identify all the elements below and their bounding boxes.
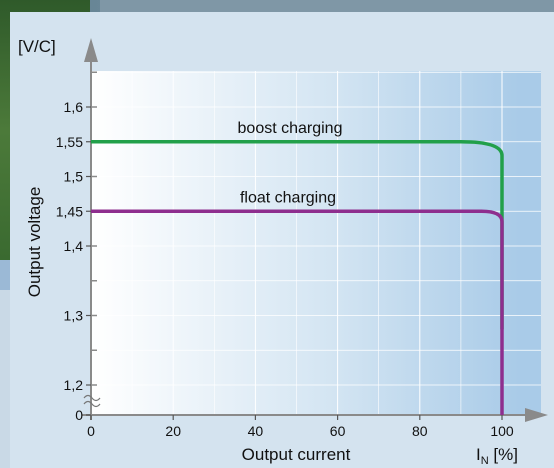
y-tick-label: 1,4 (64, 238, 84, 254)
x-tick-label: 20 (165, 423, 181, 439)
x-tick-label: 100 (490, 423, 514, 439)
axes (82, 38, 548, 422)
axis-break-mark (83, 394, 101, 402)
y-axis-arrow (84, 38, 98, 62)
x-unit-label: IN [%] (476, 445, 518, 467)
x-axis-arrow (525, 408, 548, 422)
labels-group: 0 1,2 1,3 1,4 1,45 1,5 1,55 1,6 0 20 40 60 80 100 boos… (56, 99, 514, 439)
y-tick-label: 1,55 (56, 134, 83, 150)
y-tick-label: 1,3 (64, 308, 84, 324)
y-unit-label: [V/C] (18, 37, 56, 56)
axis-break-mark (83, 400, 101, 408)
series-line-1 (91, 209, 504, 415)
y-tick-label: 1,6 (64, 99, 84, 115)
series-line-0 (91, 140, 504, 330)
y-axis-title: Output voltage (25, 187, 44, 298)
y-tick-label: 1,5 (64, 169, 84, 185)
plot-area (91, 71, 541, 415)
x-tick-label: 40 (248, 423, 264, 439)
y-tick-label: 0 (75, 407, 83, 423)
series-label: boost charging (238, 120, 343, 137)
series-group (91, 140, 504, 415)
x-axis-title: Output current (242, 445, 351, 464)
y-tick-label: 1,2 (64, 377, 84, 393)
x-tick-label: 60 (330, 423, 346, 439)
y-tick-label: 1,45 (56, 203, 83, 219)
series-label: float charging (240, 189, 336, 206)
x-tick-label: 0 (87, 423, 95, 439)
x-tick-label: 80 (412, 423, 428, 439)
